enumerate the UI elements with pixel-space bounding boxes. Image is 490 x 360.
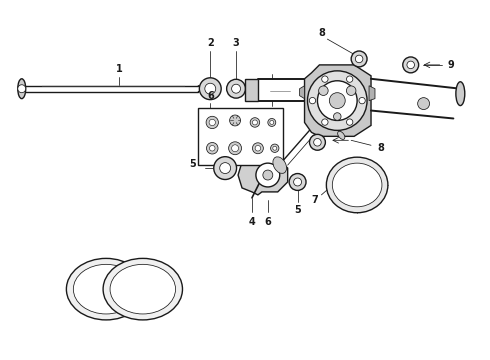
Circle shape: [351, 51, 367, 67]
Ellipse shape: [66, 258, 146, 320]
Circle shape: [417, 98, 430, 109]
Circle shape: [273, 146, 277, 150]
Circle shape: [263, 170, 273, 180]
Text: 4: 4: [248, 217, 255, 227]
Ellipse shape: [456, 82, 465, 105]
Circle shape: [294, 178, 301, 186]
Text: 6: 6: [207, 91, 214, 101]
Circle shape: [309, 98, 316, 104]
Circle shape: [329, 93, 345, 109]
Circle shape: [318, 86, 328, 95]
Circle shape: [346, 86, 356, 95]
Ellipse shape: [273, 157, 287, 174]
Polygon shape: [369, 86, 375, 100]
Circle shape: [227, 79, 245, 98]
Circle shape: [355, 55, 363, 63]
Circle shape: [229, 142, 242, 155]
Circle shape: [205, 83, 216, 94]
Circle shape: [232, 145, 239, 152]
Circle shape: [346, 76, 353, 82]
Text: 8: 8: [377, 143, 384, 153]
Polygon shape: [305, 65, 371, 136]
Circle shape: [250, 118, 260, 127]
Circle shape: [210, 145, 215, 151]
Text: 6: 6: [265, 217, 271, 227]
Circle shape: [232, 84, 241, 93]
Circle shape: [334, 113, 341, 120]
Circle shape: [209, 119, 216, 126]
Circle shape: [359, 98, 365, 104]
Polygon shape: [238, 155, 288, 195]
Circle shape: [289, 174, 306, 190]
Ellipse shape: [326, 157, 388, 213]
Ellipse shape: [18, 79, 25, 99]
Text: 7: 7: [311, 195, 318, 205]
Circle shape: [310, 134, 325, 150]
Ellipse shape: [74, 264, 139, 314]
Ellipse shape: [110, 264, 175, 314]
Circle shape: [206, 116, 219, 129]
Text: 5: 5: [294, 205, 301, 215]
Polygon shape: [299, 86, 305, 99]
Text: 2: 2: [207, 38, 214, 48]
Circle shape: [18, 85, 25, 93]
Circle shape: [230, 115, 241, 126]
Text: 3: 3: [233, 38, 240, 48]
Circle shape: [252, 143, 263, 154]
Bar: [198, 108, 283, 165]
Text: 8: 8: [318, 28, 325, 38]
Circle shape: [206, 143, 218, 154]
Circle shape: [270, 144, 279, 152]
Circle shape: [322, 76, 328, 82]
Ellipse shape: [332, 163, 382, 207]
Text: 5: 5: [189, 159, 196, 169]
Circle shape: [220, 163, 231, 174]
Bar: [245, 79, 258, 100]
Text: 9: 9: [447, 60, 454, 70]
Ellipse shape: [103, 258, 182, 320]
Circle shape: [314, 139, 321, 146]
Circle shape: [255, 145, 261, 151]
Circle shape: [199, 78, 221, 100]
Circle shape: [407, 61, 415, 69]
Circle shape: [214, 157, 237, 180]
Circle shape: [308, 71, 367, 130]
Circle shape: [252, 120, 257, 125]
Circle shape: [403, 57, 418, 73]
Circle shape: [270, 121, 274, 125]
Circle shape: [268, 118, 276, 126]
Text: 1: 1: [116, 64, 122, 74]
Circle shape: [318, 81, 357, 121]
Circle shape: [322, 119, 328, 125]
Circle shape: [346, 119, 353, 125]
Circle shape: [256, 163, 280, 187]
Ellipse shape: [338, 131, 345, 139]
